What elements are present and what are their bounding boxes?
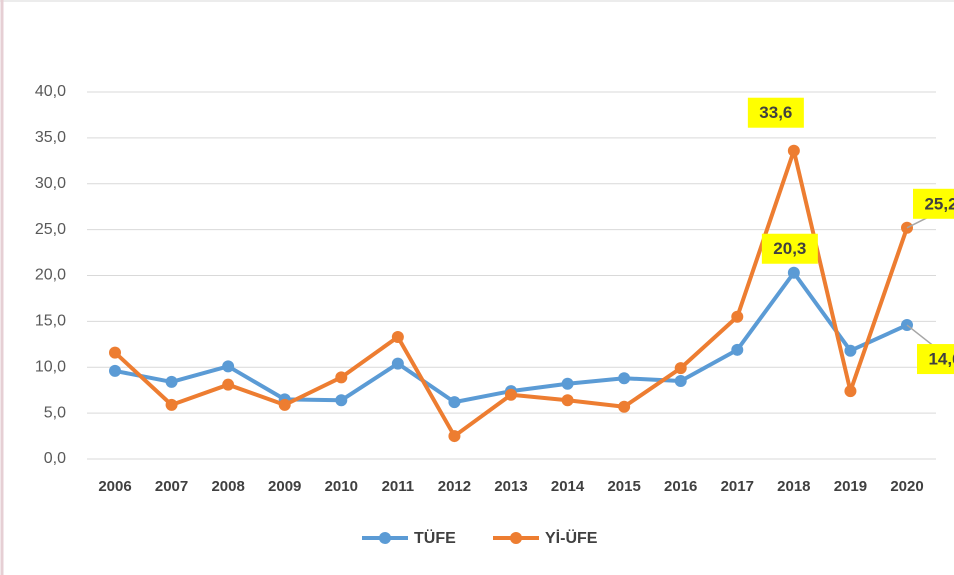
- x-tick-label: 2010: [325, 478, 358, 495]
- x-tick-label: 2019: [834, 478, 867, 495]
- data-point: [787, 266, 800, 279]
- data-point: [109, 346, 121, 359]
- data-point: [844, 385, 857, 398]
- data-point: [618, 400, 631, 413]
- x-tick-label: 2015: [607, 478, 640, 495]
- data-label: 33,6: [759, 103, 792, 122]
- legend-marker: [379, 532, 391, 544]
- data-point: [561, 394, 574, 407]
- data-point: [505, 388, 517, 401]
- data-point: [222, 360, 235, 373]
- x-tick-label: 2016: [664, 478, 697, 495]
- x-tick-label: 2011: [382, 478, 415, 495]
- x-tick-label: 2007: [155, 478, 188, 495]
- data-point: [165, 398, 178, 411]
- legend-label: TÜFE: [414, 528, 456, 547]
- data-label: 25,2: [924, 194, 954, 213]
- data-point: [222, 378, 235, 391]
- data-point: [448, 396, 461, 409]
- y-tick-label: 35,0: [35, 129, 66, 146]
- data-point: [674, 375, 687, 388]
- data-point: [731, 343, 744, 356]
- data-point: [335, 394, 348, 407]
- data-point: [618, 372, 631, 385]
- y-tick-label: 30,0: [35, 175, 66, 192]
- data-label: 20,3: [773, 239, 806, 258]
- data-point: [391, 357, 404, 370]
- data-point: [561, 377, 574, 390]
- data-point: [335, 371, 348, 384]
- data-point: [448, 430, 461, 443]
- data-point: [787, 144, 800, 157]
- y-tick-label: 15,0: [35, 313, 66, 330]
- legend-label: Yİ-ÜFE: [545, 528, 598, 547]
- y-tick-label: 20,0: [35, 267, 66, 284]
- x-tick-label: 2017: [721, 478, 754, 495]
- x-tick-label: 2018: [777, 478, 810, 495]
- data-label-bg: [747, 97, 804, 128]
- data-point: [674, 362, 687, 375]
- x-tick-label: 2008: [211, 478, 244, 495]
- x-tick-label: 2006: [98, 478, 131, 495]
- legend-marker: [510, 532, 522, 544]
- data-point: [844, 344, 857, 357]
- data-label-bg: [913, 188, 954, 219]
- x-tick-label: 2014: [551, 478, 585, 495]
- data-point: [278, 398, 291, 411]
- data-label: 14,6: [928, 350, 954, 369]
- data-point: [731, 310, 744, 323]
- y-tick-label: 25,0: [35, 221, 66, 238]
- y-tick-label: 10,0: [35, 358, 66, 375]
- x-tick-label: 2020: [890, 478, 923, 495]
- data-point: [109, 364, 121, 377]
- data-point: [391, 330, 404, 343]
- y-tick-label: 0,0: [44, 450, 66, 467]
- leader-line: [906, 324, 936, 348]
- data-label-bg: [917, 344, 954, 375]
- y-tick-label: 40,0: [35, 83, 66, 100]
- x-tick-label: 2013: [494, 478, 527, 495]
- data-label-bg: [761, 233, 818, 264]
- data-point: [165, 375, 178, 388]
- x-tick-label: 2012: [438, 478, 471, 495]
- y-tick-label: 5,0: [44, 404, 66, 421]
- x-tick-label: 2009: [268, 478, 301, 495]
